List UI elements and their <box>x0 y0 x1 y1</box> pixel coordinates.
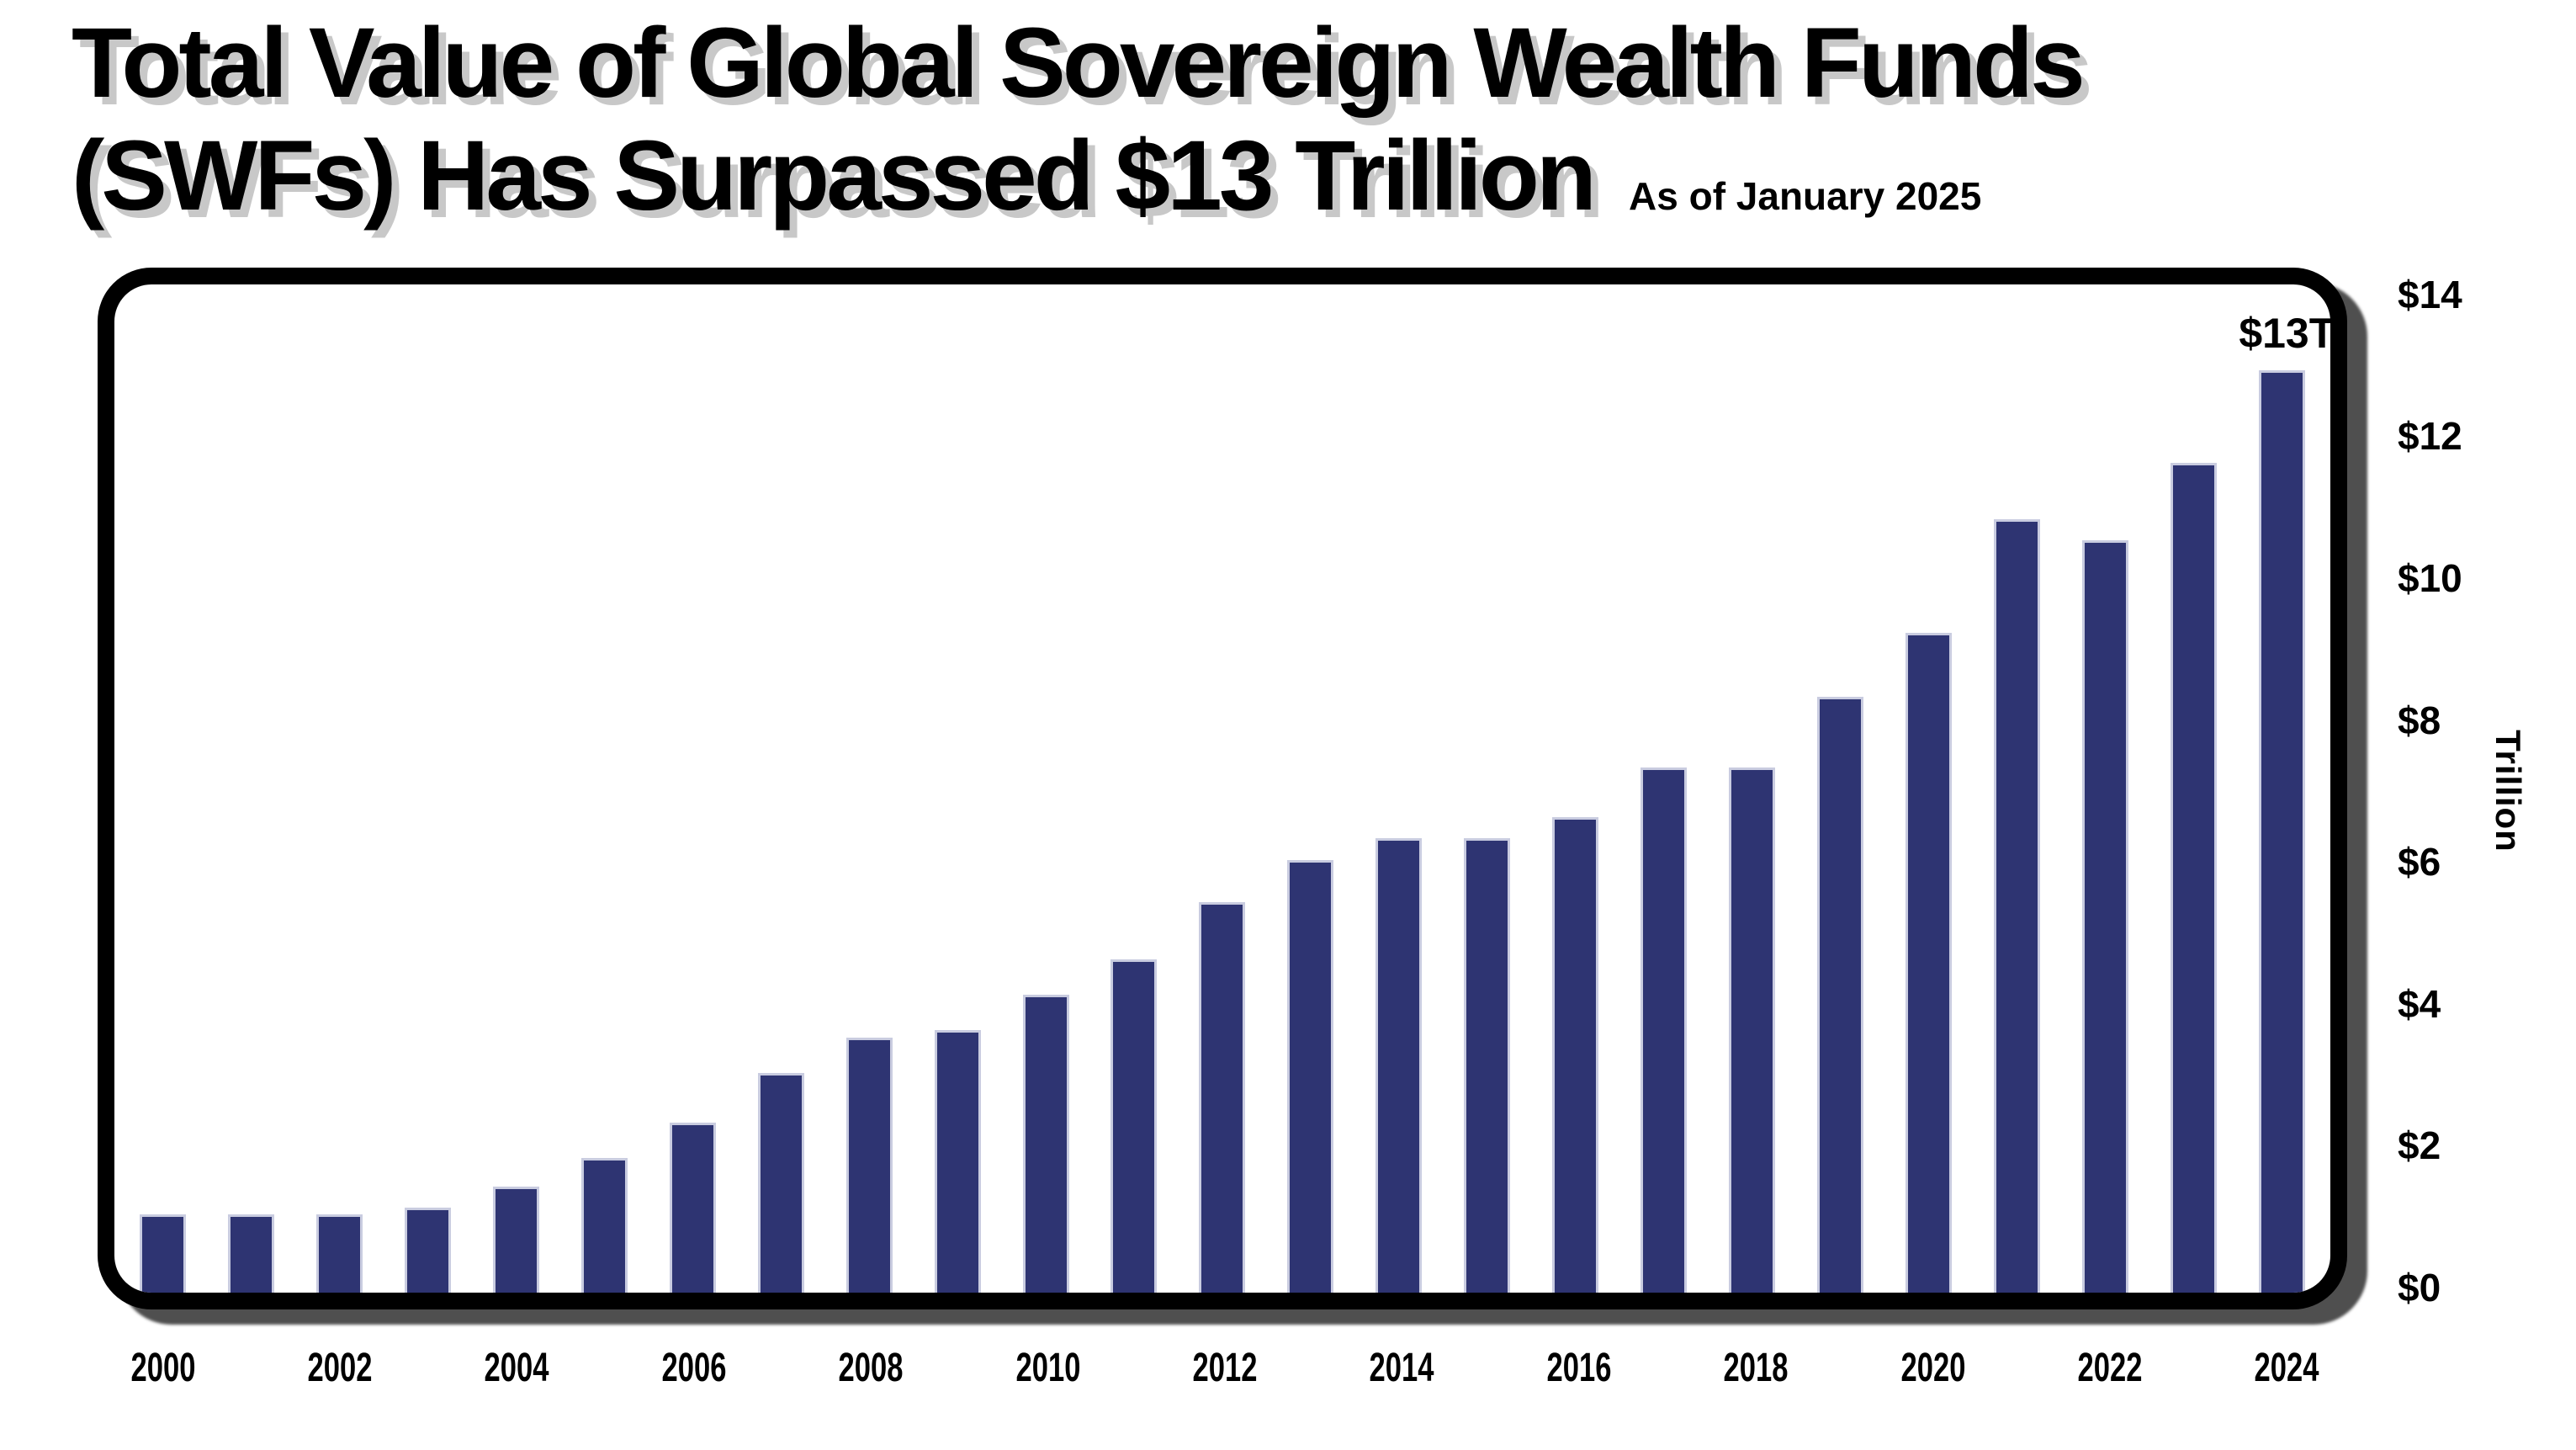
y-tick-2: $2 <box>2398 1123 2441 1168</box>
chart-title-line2-row: (SWFs) Has Surpassed $13 Trillion As of J… <box>72 120 2082 252</box>
as-of-date: As of January 2025 <box>1629 174 1982 218</box>
chart-title: Total Value of Global Sovereign Wealth F… <box>72 7 2086 252</box>
x-tick-2016: 2016 <box>1546 1346 1612 1390</box>
y-tick-10: $10 <box>2398 556 2462 600</box>
chart-title-line2: (SWFs) Has Surpassed $13 Trillion <box>72 120 1597 231</box>
x-tick-2008: 2008 <box>838 1346 904 1390</box>
x-tick-2004: 2004 <box>484 1346 549 1390</box>
bar-2022 <box>2081 540 2128 1293</box>
bar-2013 <box>1287 860 1334 1293</box>
bar-2007 <box>757 1073 804 1293</box>
x-tick-2010: 2010 <box>1015 1346 1080 1390</box>
y-axis-title: Trillion <box>2489 730 2528 852</box>
y-tick-4: $4 <box>2398 981 2441 1026</box>
bar-2018 <box>1729 767 1776 1293</box>
x-tick-2002: 2002 <box>307 1346 373 1390</box>
bar-2002 <box>315 1214 363 1293</box>
bar-2001 <box>227 1214 274 1293</box>
x-tick-2020: 2020 <box>1900 1346 1965 1390</box>
bar-2010 <box>1022 995 1069 1293</box>
bar-2016 <box>1552 817 1599 1293</box>
chart-frame <box>98 268 2347 1309</box>
bar-2021 <box>1994 519 2041 1293</box>
y-tick-0: $0 <box>2398 1266 2441 1309</box>
bar-2020 <box>1905 633 1953 1293</box>
bar-2015 <box>1464 838 1511 1293</box>
bar-2008 <box>845 1038 893 1293</box>
y-tick-8: $8 <box>2398 698 2441 742</box>
bar-2023 <box>2170 463 2217 1293</box>
chart-title-line1: Total Value of Global Sovereign Wealth F… <box>72 8 2086 119</box>
peak-value-label: $13T <box>2239 310 2335 357</box>
bar-2019 <box>1817 697 1864 1293</box>
bar-2024 <box>2258 370 2305 1293</box>
bar-2014 <box>1375 838 1423 1293</box>
x-tick-2024: 2024 <box>2254 1346 2319 1390</box>
x-tick-2014: 2014 <box>1369 1346 1434 1390</box>
bar-2003 <box>404 1208 451 1293</box>
bar-2004 <box>492 1187 539 1293</box>
bar-2011 <box>1110 959 1158 1293</box>
bar-2009 <box>934 1030 981 1293</box>
plot-area <box>114 284 2330 1293</box>
x-tick-2018: 2018 <box>1723 1346 1789 1390</box>
bar-2005 <box>580 1158 628 1293</box>
x-tick-2022: 2022 <box>2077 1346 2143 1390</box>
y-tick-12: $12 <box>2398 414 2462 459</box>
bar-2000 <box>140 1214 186 1293</box>
y-tick-14: $14 <box>2398 272 2462 316</box>
bar-2006 <box>669 1123 716 1293</box>
y-tick-6: $6 <box>2398 840 2441 884</box>
x-tick-2000: 2000 <box>130 1346 195 1390</box>
bar-2012 <box>1199 902 1246 1293</box>
bar-2017 <box>1640 767 1688 1293</box>
x-tick-2012: 2012 <box>1192 1346 1258 1390</box>
x-tick-2006: 2006 <box>661 1346 727 1390</box>
